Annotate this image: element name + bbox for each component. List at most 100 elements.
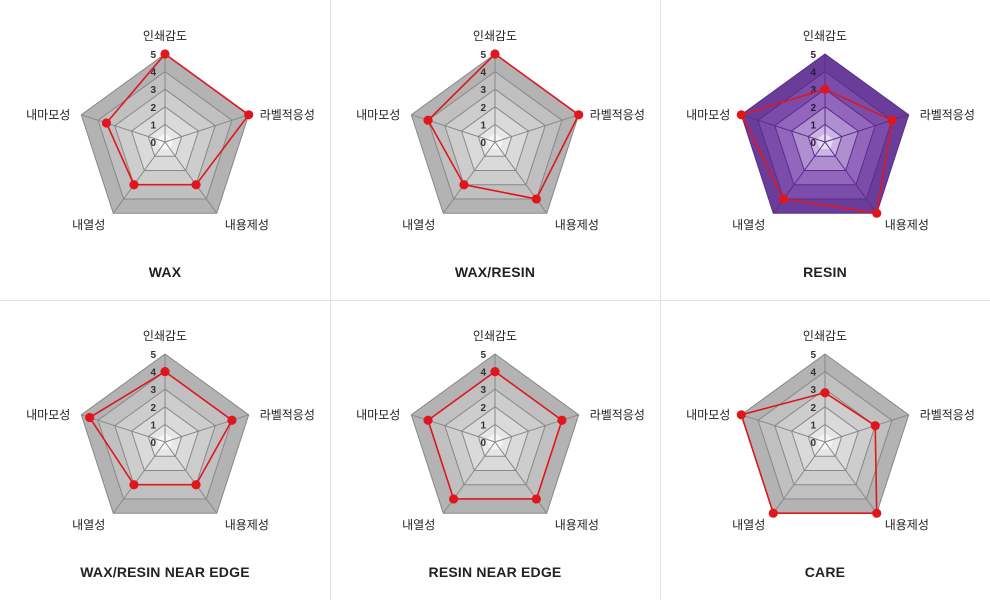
axis-label-chemical-resistance: 내용제성 (555, 218, 599, 232)
tick-label-3: 3 (480, 385, 486, 396)
tick-label-0: 0 (480, 438, 486, 449)
data-point-chemical-resistance (191, 480, 201, 490)
data-point-print-sensitivity (820, 388, 830, 398)
chart-title-resin: RESIN (803, 264, 847, 280)
chart-panel-wax: 0 1 2 3 4 5 인쇄감도 라벨적응성 내용제성 내열성 내마모성 WAX (0, 0, 330, 300)
axis-spoke-chemical-resistance (164, 141, 218, 214)
axis-label-abrasion-resistance: 내마모성 (686, 408, 730, 422)
tick-label-0: 0 (480, 138, 486, 149)
data-point-print-sensitivity (490, 49, 500, 59)
tick-label-1: 1 (810, 120, 816, 131)
data-point-chemical-resistance (531, 194, 541, 204)
axis-label-heat-resistance: 내열성 (72, 518, 105, 532)
tick-label-0: 0 (150, 438, 156, 449)
tick-label-2: 2 (810, 103, 816, 114)
axis-label-print-sensitivity: 인쇄감도 (143, 329, 187, 343)
axis-label-chemical-resistance: 내용제성 (555, 518, 599, 532)
tick-label-1: 1 (150, 420, 156, 431)
axis-label-label-adaptability: 라벨적응성 (920, 408, 975, 422)
axis-label-print-sensitivity: 인쇄감도 (803, 329, 847, 343)
axis-spoke-label-adaptability (164, 114, 249, 143)
axis-label-print-sensitivity: 인쇄감도 (143, 29, 187, 43)
tick-label-5: 5 (150, 50, 156, 61)
series-line-resin (740, 88, 893, 215)
tick-label-2: 2 (150, 403, 156, 414)
data-point-heat-resistance (449, 494, 459, 504)
data-point-chemical-resistance (872, 508, 882, 518)
tick-label-2: 2 (150, 103, 156, 114)
data-point-heat-resistance (768, 508, 778, 518)
axis-label-abrasion-resistance: 내마모성 (356, 108, 400, 122)
axis-label-chemical-resistance: 내용제성 (885, 518, 929, 532)
axis-spoke-heat-resistance (442, 141, 496, 214)
data-point-abrasion-resistance (423, 415, 433, 425)
tick-label-3: 3 (150, 85, 156, 96)
data-point-abrasion-resistance (101, 118, 112, 128)
axis-label-label-adaptability: 라벨적응성 (260, 108, 315, 122)
data-point-print-sensitivity (160, 49, 170, 59)
axis-label-chemical-resistance: 내용제성 (225, 218, 269, 232)
data-point-print-sensitivity (160, 367, 170, 377)
axis-label-print-sensitivity: 인쇄감도 (473, 29, 517, 43)
axis-label-abrasion-resistance: 내마모성 (686, 108, 730, 122)
tick-label-3: 3 (150, 385, 156, 396)
tick-label-0: 0 (810, 438, 816, 449)
axis-label-label-adaptability: 라벨적응성 (260, 408, 315, 422)
axis-label-print-sensitivity: 인쇄감도 (473, 329, 517, 343)
data-point-print-sensitivity (490, 367, 500, 377)
tick-label-3: 3 (810, 385, 816, 396)
axis-spoke-heat-resistance (112, 141, 166, 214)
tick-label-5: 5 (480, 50, 486, 61)
tick-label-4: 4 (480, 368, 486, 379)
axis-spoke-abrasion-resistance (741, 114, 826, 143)
axis-label-abrasion-resistance: 내마모성 (26, 108, 70, 122)
axis-label-heat-resistance: 내열성 (402, 518, 435, 532)
axis-spoke-heat-resistance (772, 441, 826, 514)
tick-label-1: 1 (480, 420, 486, 431)
tick-label-4: 4 (150, 68, 156, 79)
data-point-heat-resistance (129, 180, 139, 190)
axis-spoke-heat-resistance (112, 441, 166, 514)
chart-panel-wax-resin-near-edge: 0 1 2 3 4 5 인쇄감도 라벨적응성 내용제성 내열성 내마모성 WAX/RESIN NEA… (0, 300, 330, 600)
data-point-abrasion-resistance (423, 115, 433, 125)
axis-label-abrasion-resistance: 내마모성 (356, 408, 400, 422)
axis-label-chemical-resistance: 내용제성 (225, 518, 269, 532)
axis-spoke-abrasion-resistance (81, 414, 166, 443)
axis-label-label-adaptability: 라벨적응성 (590, 108, 645, 122)
tick-label-1: 1 (480, 120, 486, 131)
axis-spoke-chemical-resistance (164, 441, 218, 514)
axis-label-label-adaptability: 라벨적응성 (590, 408, 645, 422)
row-divider (0, 300, 990, 301)
data-point-label-adaptability (870, 421, 880, 431)
data-point-abrasion-resistance (736, 110, 746, 120)
series-line-wax-resin-near-edge (88, 370, 233, 486)
axis-label-chemical-resistance: 내용제성 (885, 218, 929, 232)
chart-title-wax-resin: WAX/RESIN (454, 264, 536, 280)
tick-label-0: 0 (810, 138, 816, 149)
axis-label-label-adaptability: 라벨적응성 (920, 108, 975, 122)
chart-title-care: CARE (804, 564, 846, 580)
axis-spoke-chemical-resistance (824, 441, 878, 514)
axis-spoke-label-adaptability (824, 414, 909, 443)
tick-label-5: 5 (150, 350, 156, 361)
tick-label-1: 1 (810, 420, 816, 431)
axis-spoke-abrasion-resistance (81, 114, 166, 143)
tick-label-4: 4 (810, 68, 816, 79)
tick-label-3: 3 (480, 85, 486, 96)
series-line-wax (105, 52, 250, 186)
chart-title-wax: WAX (148, 264, 182, 280)
data-point-heat-resistance (459, 180, 469, 190)
axis-label-heat-resistance: 내열성 (732, 218, 765, 232)
data-point-label-adaptability (227, 415, 237, 425)
axis-spoke-label-adaptability (494, 114, 579, 143)
tick-label-3: 3 (810, 85, 816, 96)
tick-label-5: 5 (480, 350, 486, 361)
data-point-chemical-resistance (191, 180, 201, 190)
data-point-heat-resistance (129, 480, 139, 490)
tick-label-2: 2 (810, 403, 816, 414)
